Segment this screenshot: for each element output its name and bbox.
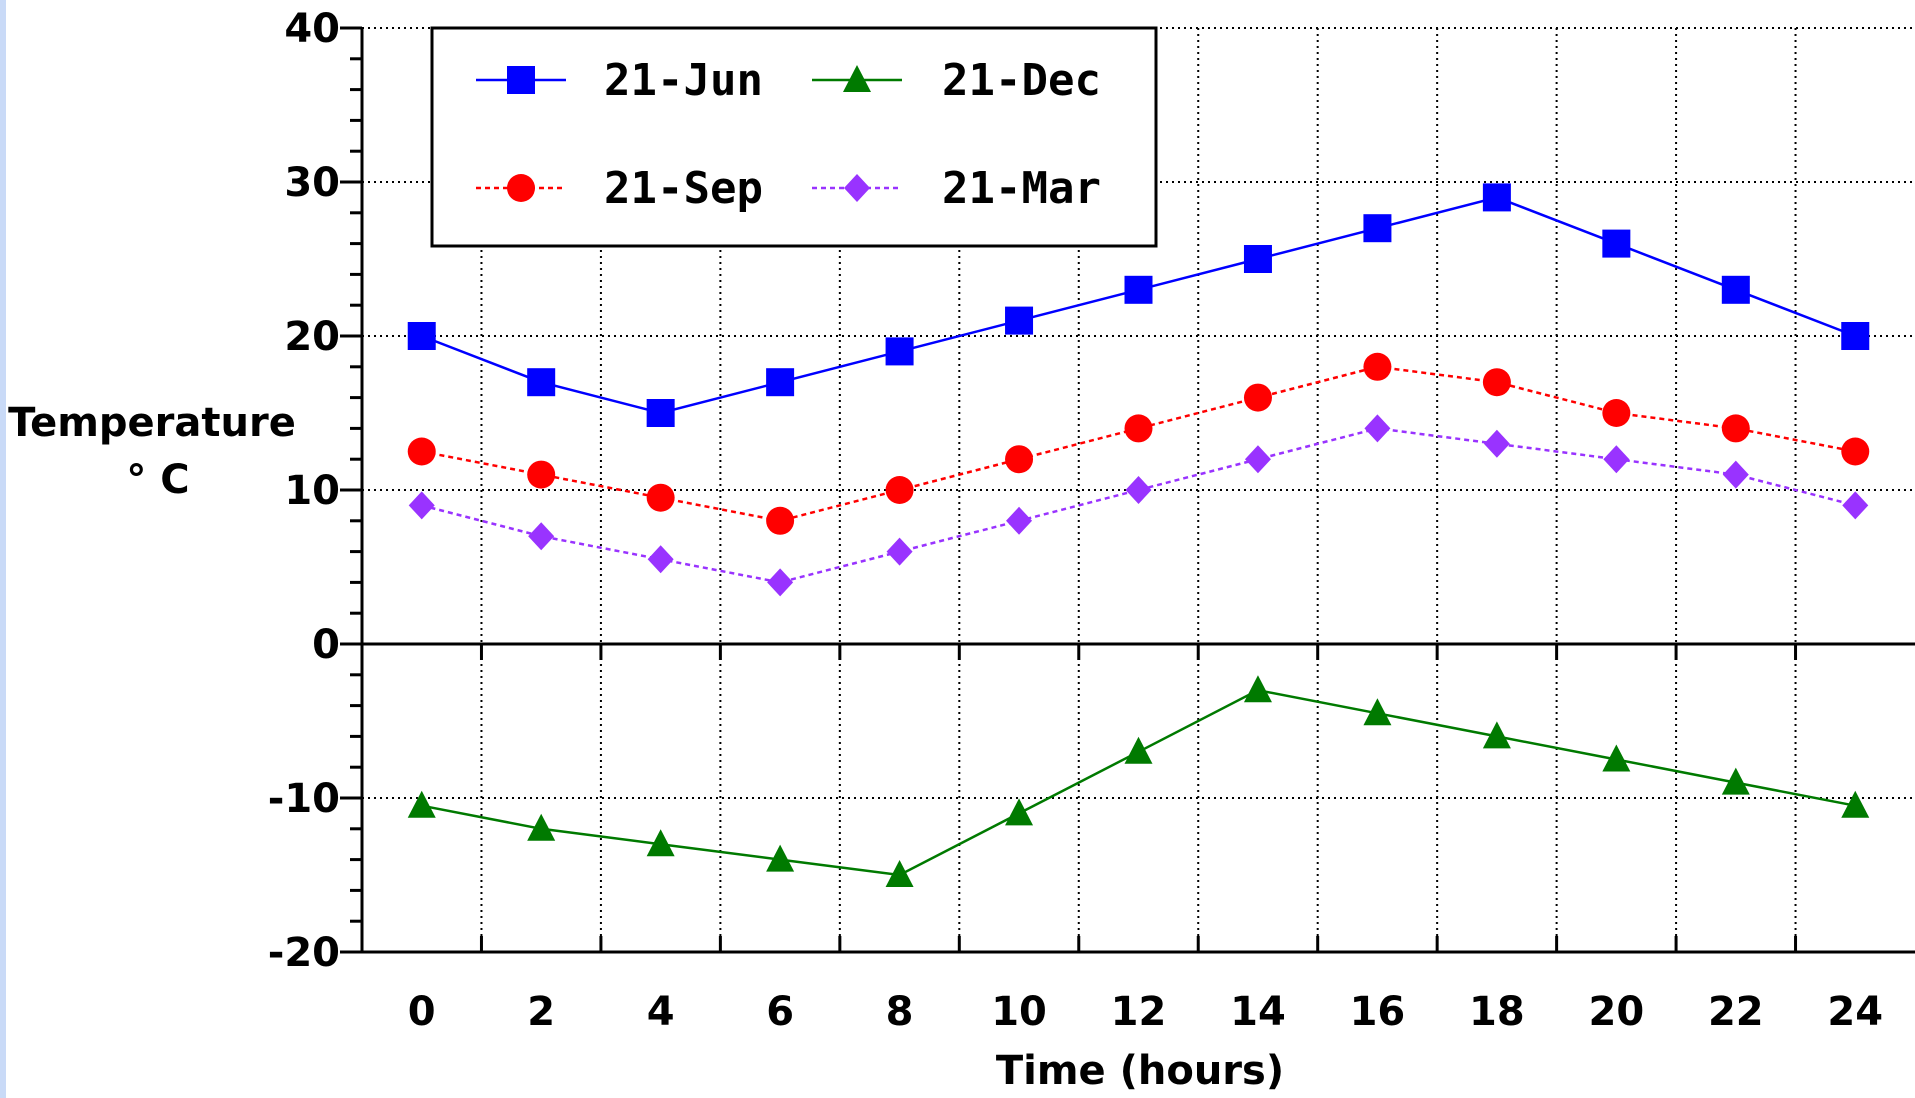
data-point-21-sep bbox=[1005, 445, 1033, 473]
y-tick-labels: 40 30 20 10 0 -10 -20 bbox=[268, 6, 340, 976]
x-tick-label: 4 bbox=[647, 989, 675, 1035]
legend-label: 21-Jun bbox=[604, 55, 763, 106]
data-point-21-mar bbox=[1842, 491, 1868, 519]
data-point-21-dec bbox=[1244, 675, 1272, 702]
y-tick-label: 0 bbox=[312, 622, 340, 668]
data-point-21-mar bbox=[528, 522, 554, 550]
data-point-21-sep bbox=[766, 507, 794, 535]
data-point-21-jun bbox=[1841, 322, 1869, 350]
data-point-21-mar bbox=[648, 545, 674, 573]
legend-label: 21-Sep bbox=[604, 163, 763, 214]
data-point-21-mar bbox=[1126, 476, 1152, 504]
x-tick-labels: 0 2 4 6 8 10 12 14 16 18 20 22 24 bbox=[408, 989, 1883, 1035]
data-point-21-jun bbox=[1005, 307, 1033, 335]
data-point-21-mar bbox=[1245, 445, 1271, 473]
data-point-21-mar bbox=[409, 491, 435, 519]
data-point-21-jun bbox=[647, 399, 675, 427]
y-axis-title-line1: Temperature bbox=[8, 400, 296, 446]
data-point-21-jun bbox=[766, 368, 794, 396]
data-point-21-jun bbox=[1363, 214, 1391, 242]
y-tick-label: 20 bbox=[284, 314, 340, 360]
data-point-21-sep bbox=[1722, 414, 1750, 442]
data-point-21-mar bbox=[1484, 430, 1510, 458]
data-point-21-mar bbox=[1006, 507, 1032, 535]
legend-marker bbox=[507, 66, 535, 94]
legend-marker bbox=[507, 174, 535, 202]
x-tick-label: 14 bbox=[1230, 989, 1286, 1035]
data-point-21-jun bbox=[1125, 276, 1153, 304]
x-axis-title: Time (hours) bbox=[996, 1048, 1284, 1094]
y-tick-label: 30 bbox=[284, 160, 340, 206]
data-point-21-dec bbox=[1005, 798, 1033, 825]
data-point-21-mar bbox=[1364, 414, 1390, 442]
data-point-21-mar bbox=[1723, 461, 1749, 489]
data-point-21-jun bbox=[408, 322, 436, 350]
data-point-21-jun bbox=[1244, 245, 1272, 273]
data-point-21-jun bbox=[1483, 183, 1511, 211]
x-tick-label: 10 bbox=[991, 989, 1047, 1035]
data-point-21-sep bbox=[1363, 353, 1391, 381]
data-point-21-dec bbox=[1125, 737, 1153, 764]
y-tick-label: -20 bbox=[268, 930, 340, 976]
x-tick-label: 6 bbox=[766, 989, 794, 1035]
data-point-21-sep bbox=[1841, 438, 1869, 466]
data-point-21-jun bbox=[886, 337, 914, 365]
data-point-21-mar bbox=[887, 538, 913, 566]
data-point-21-sep bbox=[1602, 399, 1630, 427]
series-line-21-mar bbox=[422, 428, 1856, 582]
data-point-21-sep bbox=[647, 484, 675, 512]
data-point-21-sep bbox=[408, 438, 436, 466]
data-point-21-sep bbox=[527, 461, 555, 489]
x-tick-label: 20 bbox=[1589, 989, 1645, 1035]
x-tick-label: 2 bbox=[527, 989, 555, 1035]
legend: 21-Jun 21-Dec 21-Sep 21-Mar bbox=[432, 28, 1156, 246]
x-tick-label: 12 bbox=[1111, 989, 1167, 1035]
series-line-21-dec bbox=[422, 690, 1856, 875]
x-tick-label: 18 bbox=[1469, 989, 1525, 1035]
legend-label: 21-Dec bbox=[942, 55, 1101, 106]
x-tick-label: 24 bbox=[1827, 989, 1883, 1035]
data-point-21-mar bbox=[1603, 445, 1629, 473]
data-point-21-jun bbox=[1722, 276, 1750, 304]
x-tick-label: 0 bbox=[408, 989, 436, 1035]
data-point-21-sep bbox=[1125, 414, 1153, 442]
x-tick-label: 16 bbox=[1350, 989, 1406, 1035]
x-tick-label: 22 bbox=[1708, 989, 1764, 1035]
y-tick-label: 40 bbox=[284, 6, 340, 52]
data-point-21-sep bbox=[886, 476, 914, 504]
series-markers bbox=[408, 183, 1870, 887]
y-tick-label: -10 bbox=[268, 776, 340, 822]
y-tick-label: 10 bbox=[284, 468, 340, 514]
y-axis-title-line2: ° C bbox=[126, 457, 189, 503]
x-tick-label: 8 bbox=[886, 989, 914, 1035]
data-point-21-dec bbox=[408, 791, 436, 818]
legend-label: 21-Mar bbox=[942, 163, 1101, 214]
data-point-21-jun bbox=[527, 368, 555, 396]
data-point-21-sep bbox=[1483, 368, 1511, 396]
data-point-21-jun bbox=[1602, 230, 1630, 258]
data-point-21-mar bbox=[767, 568, 793, 596]
data-point-21-sep bbox=[1244, 384, 1272, 412]
